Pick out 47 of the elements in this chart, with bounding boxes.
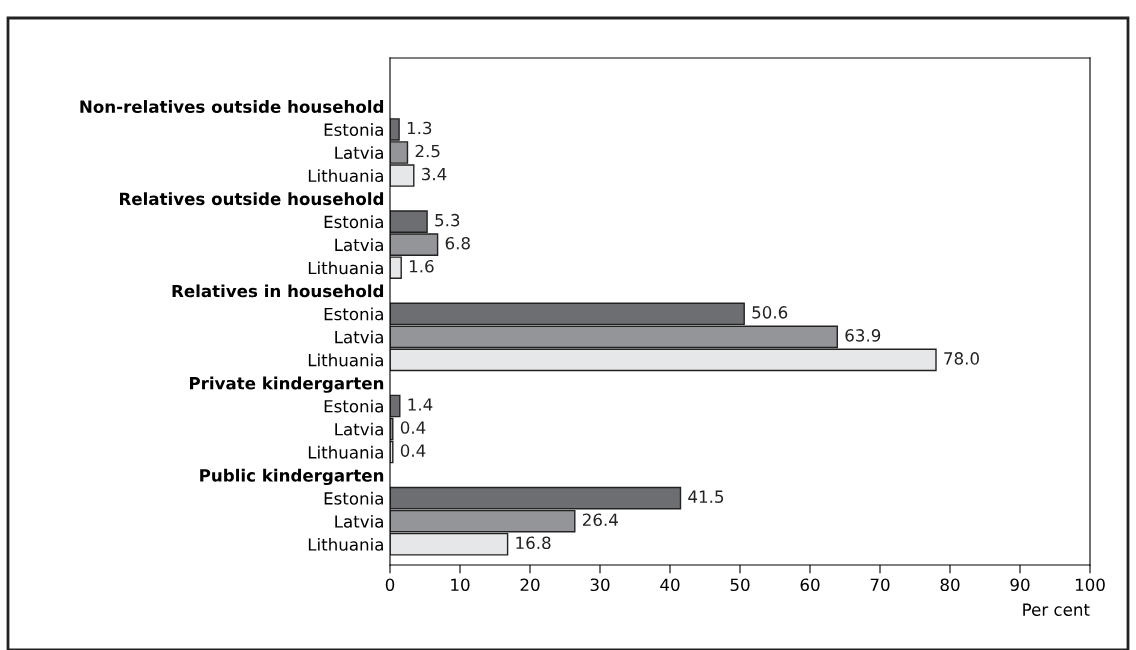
y-tick-label: Relatives outside household — [119, 192, 384, 206]
data-label: 1.4 — [408, 398, 433, 411]
y-tick-label: Lithuania — [308, 169, 383, 183]
x-tick-label: 40 — [660, 578, 680, 592]
y-tick-label: Lithuania — [308, 353, 383, 367]
y-tick-label: Estonia — [324, 215, 383, 229]
x-tick-label: 10 — [451, 578, 470, 592]
y-tick-label: Latvia — [335, 330, 383, 344]
y-tick-label: Lithuania — [308, 537, 383, 551]
data-label: 6.8 — [445, 236, 470, 250]
data-label: 5.3 — [435, 213, 460, 227]
x-tick-label: 20 — [520, 578, 540, 592]
data-label: 16.8 — [516, 536, 551, 550]
data-label: 0.4 — [400, 444, 426, 457]
y-tick-label: Lithuania — [308, 261, 383, 275]
y-tick-label: Estonia — [324, 491, 383, 505]
x-tick-label: 90 — [1010, 578, 1030, 592]
x-tick-label: 60 — [800, 578, 820, 592]
data-label: 1.3 — [407, 121, 432, 135]
x-tick-label: 0 — [385, 578, 395, 592]
y-tick-label: Non-relatives outside household — [80, 100, 384, 113]
y-tick-label: Latvia — [335, 514, 383, 528]
x-tick-label: 80 — [940, 578, 960, 592]
data-label: 63.9 — [845, 329, 881, 342]
y-tick-label: Relatives in household — [172, 284, 384, 298]
y-tick-label: Estonia — [324, 307, 383, 321]
y-tick-label: Latvia — [335, 146, 383, 160]
data-label: 50.6 — [752, 306, 788, 319]
data-label: 2.5 — [415, 144, 440, 158]
y-tick-label: Private kindergarten — [190, 376, 384, 393]
data-label: 78.0 — [944, 352, 979, 365]
y-tick-label: Lithuania — [308, 445, 383, 459]
data-label: 26.4 — [582, 513, 618, 527]
data-label: 0.4 — [400, 421, 426, 434]
y-tick-label: Public kindergarten — [200, 468, 384, 486]
y-tick-label: Latvia — [335, 238, 383, 252]
x-axis-title: Per cent — [1023, 603, 1090, 616]
x-tick-label: 50 — [730, 578, 750, 592]
y-tick-label: Estonia — [324, 399, 383, 413]
x-tick-label: 100 — [1075, 578, 1105, 592]
x-tick-label: 30 — [590, 578, 610, 592]
data-label: 3.4 — [422, 167, 447, 181]
y-tick-label: Estonia — [324, 123, 383, 137]
x-tick-label: 70 — [870, 578, 890, 592]
y-tick-label: Latvia — [335, 422, 383, 436]
data-label: 41.5 — [688, 490, 724, 503]
data-label: 1.6 — [409, 259, 434, 273]
